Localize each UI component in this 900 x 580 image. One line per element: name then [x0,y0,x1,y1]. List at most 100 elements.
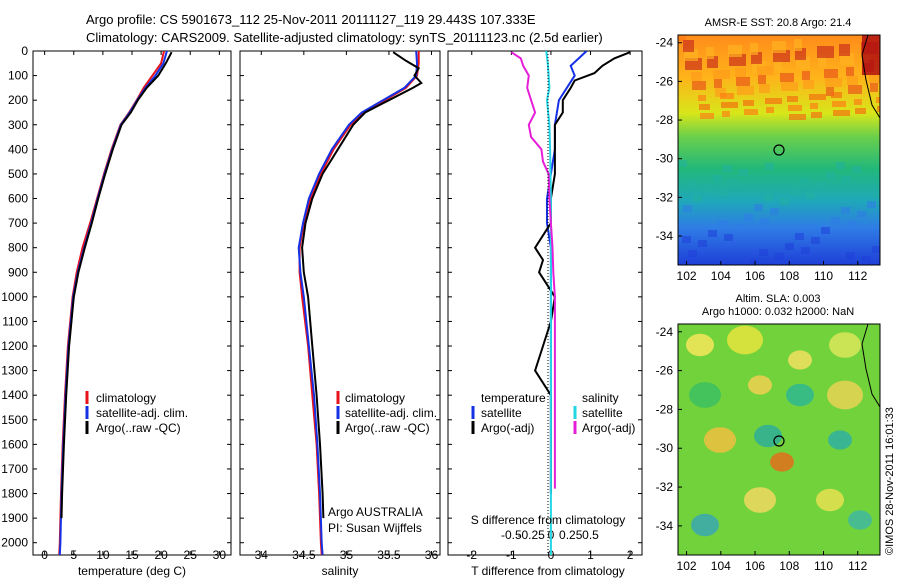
map-y-tick-label: -30 [656,152,674,166]
legend-label-argo: Argo(..raw -QC) [96,421,181,435]
legend-label-sal-argo: Argo(-adj) [582,421,635,435]
sst-texture-block [789,114,806,120]
sst-texture-block [772,41,786,53]
sst-texture-block [683,40,694,52]
depth-tick-label: 1200 [1,339,28,353]
sst-texture-block [831,92,842,98]
sst-texture-block [724,234,733,241]
legend-label-climatology: climatology [345,391,405,405]
sst-texture-block [803,80,814,89]
sst-texture-block [700,113,714,119]
figure-title-line1: Argo profile: CS 5901673_112 25-Nov-2011… [86,12,536,27]
sst-texture-block [728,45,742,57]
sst-texture-block [846,67,854,76]
sst-texture-block [736,77,750,86]
sst-texture-block [811,237,820,244]
depth-tick-label: 2000 [1,536,28,550]
x-tick-label: 0 [41,548,48,562]
sst-texture-block [734,224,743,231]
sla-map-frame [677,323,881,556]
temperature-xlabel: temperature (deg C) [78,564,186,578]
depth-tick-label: 1800 [1,487,28,501]
sst-map-field [678,35,880,265]
sst-texture-block [867,201,876,208]
map-y-tick-label: -34 [656,519,674,533]
difference-lines [510,51,631,555]
depth-tick-label: 500 [8,167,28,181]
salinity-diff-tick-label: -0.25 [517,528,545,542]
sst-texture-block [816,182,825,189]
imos-watermark: ©IMOS 28-Nov-2011 16:01:33 [884,407,896,555]
sst-texture-block [683,205,692,212]
depth-tick-label: 400 [8,142,28,156]
map-x-tick-label: 112 [848,559,867,573]
sst-map-title: AMSR-E SST: 20.8 Argo: 21.4 [705,17,852,29]
coastline [861,35,880,119]
sla-map-subtitle: Argo h1000: 0.032 h2000: NaN [702,306,854,318]
legend-label-argo: Argo(..raw -QC) [345,421,430,435]
sst-texture-block [847,76,858,85]
sst-texture-block [765,163,774,170]
legend-label-temp-satellite: satellite [481,406,522,420]
sst-texture-block [842,176,851,183]
sst-texture-block [848,85,862,94]
sla-anomaly-patch [727,325,763,355]
sst-texture-block [825,78,842,87]
sst-texture-block [682,236,691,243]
sst-texture-block [811,112,822,118]
series-line-climatology [58,51,165,555]
difference-legend: temperature salinity satellite Argo(-adj… [471,391,635,435]
sst-texture-block [826,172,835,179]
sst-texture-block [824,69,838,78]
sla-anomaly-patch [754,424,782,448]
sst-map-frame [677,34,881,266]
x-tick-label: 1 [587,548,594,562]
x-tick-label: 36 [425,548,439,562]
sst-texture-block [855,108,866,114]
x-tick-label: 35 [340,548,354,562]
sst-map-ticks: 102 104 106 108 110 112 -24 -26 -28 -30 -32 -34 [656,36,868,283]
sla-anomaly-patch [689,382,721,408]
sst-texture-block [831,217,840,224]
sst-texture-block [708,230,717,237]
sst-texture-block [854,99,862,105]
map-y-tick-label: -24 [656,325,674,339]
depth-tick-label: 100 [8,69,28,83]
sst-texture-block [721,102,738,108]
map-x-tick-label: 108 [779,559,799,573]
sla-anomaly-patch [704,427,736,453]
sst-texture-block [720,93,734,99]
x-tick-label: -2 [466,548,477,562]
sst-texture-block [857,211,866,218]
depth-tick-label: 1900 [1,511,28,525]
sst-texture-block [794,39,802,51]
sla-anomaly-patch [827,380,863,410]
argo-pi-annotation: PI: Susan Wijffels [328,521,422,535]
sst-texture-block [841,207,850,214]
depth-tick-label: 800 [8,241,28,255]
sst-texture-block [757,66,774,75]
sst-texture-block [826,87,834,96]
sst-texture-block [801,247,810,254]
map-y-tick-label: -26 [656,74,674,88]
sst-texture-block [754,204,763,211]
series-line-argo-raw-qc- [60,51,173,519]
sst-texture-block [714,79,722,88]
sst-texture-block [836,162,845,169]
sst-texture-block [818,55,826,67]
sst-texture-block [722,111,730,117]
depth-tick-label: 1500 [1,413,28,427]
sst-texture-block [788,105,802,111]
series-line-argo-raw-qc- [301,51,423,519]
sst-texture-block [699,104,710,110]
sst-texture-block [758,75,766,84]
sst-texture-block [713,70,730,79]
sst-texture-block [810,103,818,109]
sst-texture-block [719,189,728,196]
sst-texture-block [744,109,758,115]
sst-texture-block [877,106,880,112]
sla-anomaly-patch [770,452,794,472]
depth-tick-label: 600 [8,192,28,206]
temperature-lines [58,51,173,555]
